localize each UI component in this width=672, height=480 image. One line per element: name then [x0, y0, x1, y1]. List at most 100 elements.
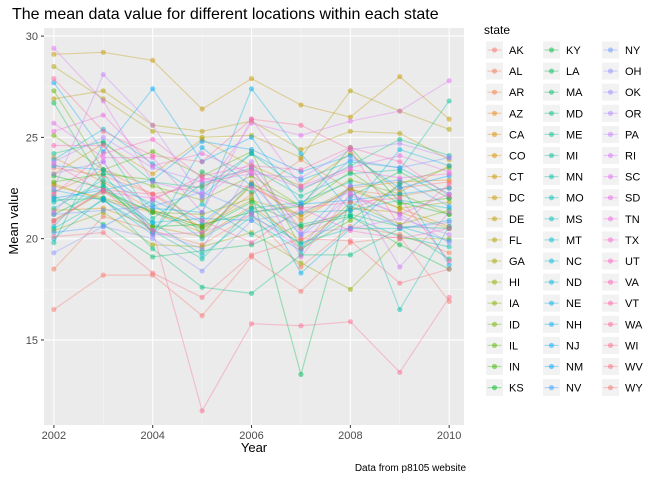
data-point-ok: [446, 240, 452, 246]
data-point-wi: [199, 408, 205, 414]
data-point-ut: [51, 191, 57, 197]
data-point-md: [150, 246, 156, 252]
legend-key-point: [491, 174, 498, 180]
data-point-ut: [446, 225, 452, 232]
data-point-wi: [51, 219, 57, 226]
data-point-ne: [446, 163, 452, 169]
data-point-nh: [446, 262, 452, 268]
data-point-wy: [248, 254, 255, 260]
legend-key-point: [548, 300, 555, 306]
legend-item-ny: NY: [602, 41, 641, 59]
data-point-mt: [51, 199, 57, 205]
data-point-pa: [199, 195, 205, 201]
data-point-ia: [248, 195, 255, 201]
data-point-fl: [150, 128, 156, 134]
legend-key-point: [491, 237, 498, 243]
data-point-wv: [100, 229, 106, 236]
data-point-va: [199, 173, 205, 179]
x-tick-label: 2002: [42, 430, 66, 442]
legend-key-point: [607, 321, 614, 327]
legend-label: OK: [625, 87, 642, 99]
legend-label: FL: [509, 235, 522, 247]
data-point-nj: [150, 86, 156, 92]
legend-key-point: [548, 385, 555, 391]
data-point-ky: [199, 225, 205, 232]
data-point-me: [51, 150, 57, 157]
y-tick-label: 20: [26, 234, 38, 246]
data-point-mo: [100, 177, 106, 183]
data-point-fl: [347, 88, 353, 94]
data-point-ne: [100, 167, 106, 173]
chart-title: The mean data value for different locati…: [12, 6, 439, 23]
data-point-nm: [51, 195, 57, 201]
legend-item-ma: MA: [543, 83, 583, 101]
legend-key-point: [548, 258, 555, 264]
x-tick-label: 2006: [239, 430, 263, 442]
data-point-sc: [298, 132, 304, 138]
legend-label: ID: [509, 319, 520, 331]
plot-panel: [44, 28, 464, 425]
data-point-sc: [446, 78, 452, 84]
data-point-ny: [150, 203, 156, 209]
legend-key-point: [607, 110, 614, 116]
data-point-de: [347, 128, 353, 134]
legend-item-wa: WA: [602, 315, 643, 333]
legend-item-or: OR: [602, 104, 642, 122]
legend-item-ok: OK: [602, 83, 642, 101]
data-point-wi: [150, 227, 156, 234]
data-point-wy: [150, 272, 156, 278]
data-point-la: [298, 371, 304, 377]
data-point-nh: [397, 181, 403, 187]
legend-key-point: [548, 279, 555, 285]
data-point-vt: [446, 258, 452, 264]
data-point-nh: [298, 270, 304, 276]
data-point-ut: [248, 185, 255, 191]
legend-item-dc: DC: [486, 189, 525, 207]
data-point-nv: [51, 229, 57, 236]
data-point-wi: [298, 323, 304, 329]
data-point-de: [199, 128, 205, 134]
data-point-nm: [347, 153, 353, 159]
legend-key-point: [491, 131, 498, 137]
data-point-nh: [199, 144, 205, 151]
data-point-wa: [298, 122, 304, 128]
data-point-va: [446, 193, 452, 199]
legend-item-pa: PA: [602, 125, 640, 143]
data-point-wi: [347, 319, 353, 325]
legend-item-la: LA: [543, 62, 580, 80]
data-point-sd: [199, 209, 205, 215]
data-point-mo: [199, 236, 205, 242]
data-point-wv: [51, 234, 57, 240]
data-point-mt: [298, 240, 304, 246]
data-point-mi: [347, 171, 353, 177]
data-point-ny: [100, 207, 106, 213]
data-point-nh: [100, 197, 106, 203]
data-point-nc: [248, 150, 255, 157]
data-point-pa: [446, 232, 452, 238]
data-point-ok: [199, 246, 205, 252]
legend-key-point: [548, 363, 555, 370]
legend-key-point: [607, 216, 614, 222]
data-point-ok: [51, 171, 57, 177]
data-point-wa: [100, 128, 106, 134]
legend-key-point: [491, 321, 498, 327]
data-point-mt: [199, 252, 205, 258]
legend-item-nh: NH: [543, 315, 582, 333]
legend-key-point: [491, 68, 498, 74]
data-point-sd: [397, 153, 403, 159]
data-point-ri: [397, 264, 403, 270]
data-point-mn: [347, 213, 353, 219]
data-point-md: [248, 290, 255, 296]
y-tick-label: 15: [26, 335, 38, 347]
legend-key-point: [548, 110, 555, 116]
data-point-tn: [347, 191, 353, 197]
data-point-vt: [199, 217, 205, 224]
data-point-wv: [199, 294, 205, 300]
legend-key-point: [491, 363, 498, 370]
chart-caption: Data from p8105 website: [355, 463, 467, 474]
legend-label: SD: [625, 193, 640, 205]
legend-label: MI: [566, 151, 578, 163]
legend-item-mt: MT: [543, 231, 582, 249]
data-point-in: [51, 179, 57, 185]
y-tick-label: 30: [26, 31, 38, 43]
